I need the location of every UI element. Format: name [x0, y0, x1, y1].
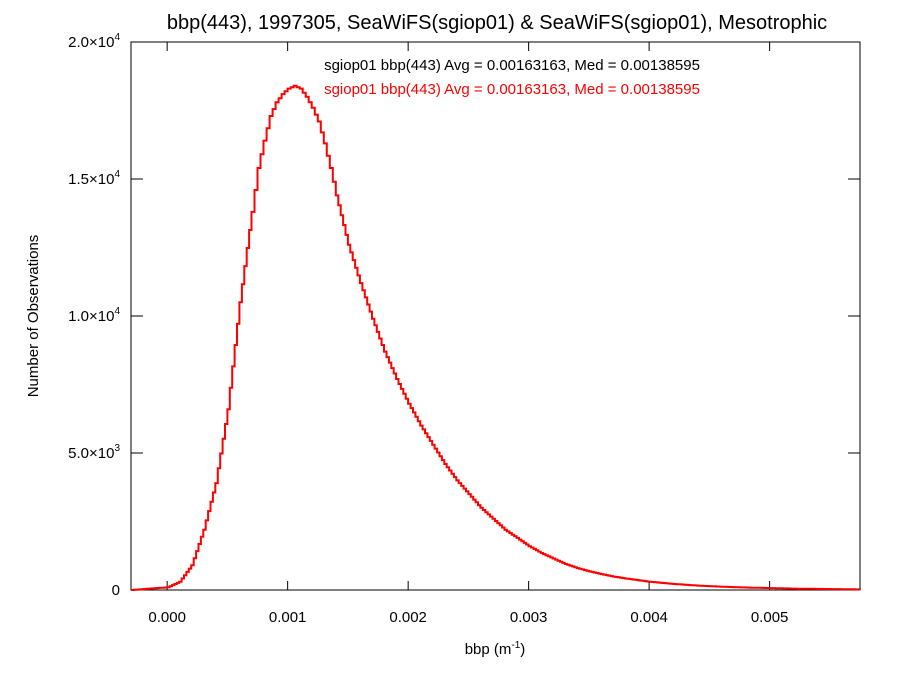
y-tick-label: 0: [112, 582, 120, 599]
x-axis-ticks: 0.000 0.001 0.002 0.003 0.004 0.005: [148, 42, 788, 626]
y-tick-label: 2.0×104: [68, 32, 120, 51]
x-tick-label: 0.000: [148, 609, 186, 626]
x-tick-label: 0.003: [510, 609, 548, 626]
y-axis-ticks: 0 5.0×103 1.0×104 1.5×104 2.0×104: [68, 32, 860, 599]
x-tick-label: 0.005: [751, 609, 789, 626]
histogram-series-line: [131, 84, 861, 591]
x-axis-label-exponent: -1: [511, 640, 520, 651]
x-axis-label: bbp (m-1): [465, 640, 526, 658]
y-axis-label: Number of Observations: [25, 235, 42, 398]
x-tick-label: 0.004: [630, 609, 668, 626]
legend-entry: sgiop01 bbp(443) Avg = 0.00163163, Med =…: [324, 81, 700, 98]
y-tick-label: 1.0×104: [68, 306, 120, 325]
chart-title: bbp(443), 1997305, SeaWiFS(sgiop01) & Se…: [167, 12, 827, 34]
legend: sgiop01 bbp(443) Avg = 0.00163163, Med =…: [324, 57, 700, 98]
y-tick-label: 1.5×104: [68, 169, 120, 188]
y-tick-label: 5.0×103: [68, 443, 120, 462]
x-tick-label: 0.001: [269, 609, 307, 626]
x-tick-label: 0.002: [389, 609, 427, 626]
series-layer: [131, 84, 861, 591]
legend-entry: sgiop01 bbp(443) Avg = 0.00163163, Med =…: [324, 57, 700, 74]
